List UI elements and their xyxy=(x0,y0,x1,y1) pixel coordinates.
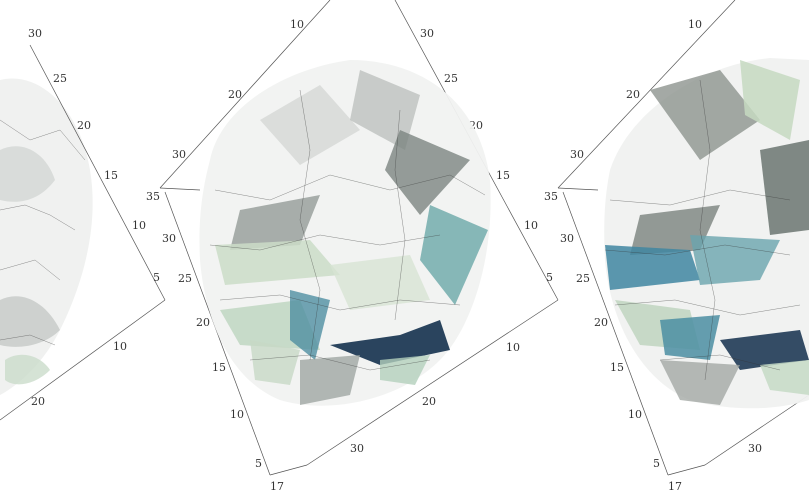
panel-left: 30 25 20 15 10 5 10 20 xyxy=(0,27,166,421)
tick-label: 10 xyxy=(688,18,702,31)
tick-label: 20 xyxy=(31,395,45,408)
tick-label: 25 xyxy=(178,272,192,285)
tick-label: 30 xyxy=(570,148,584,161)
panel-middle-volume xyxy=(199,60,491,406)
tick-label: 5 xyxy=(546,271,553,284)
tick-label: 30 xyxy=(162,232,176,245)
tick-label: 25 xyxy=(53,72,67,85)
tick-label: 10 xyxy=(524,219,538,232)
tick-label: 35 xyxy=(544,190,558,203)
tick-label: 25 xyxy=(576,272,590,285)
tick-label: 20 xyxy=(626,88,640,101)
tick-label: 30 xyxy=(28,27,42,40)
tick-label: 15 xyxy=(104,169,118,182)
panel-left-volume xyxy=(0,78,93,395)
tick-label: 10 xyxy=(628,408,642,421)
tick-label: 35 xyxy=(146,190,160,203)
tick-label: 15 xyxy=(610,361,624,374)
tick-label: 30 xyxy=(560,232,574,245)
tick-label: 5 xyxy=(653,457,660,470)
tick-label: 30 xyxy=(420,27,434,40)
panel-middle: 10 20 30 30 25 20 15 10 5 35 30 25 20 15… xyxy=(146,0,559,493)
tick-label: 30 xyxy=(748,442,762,455)
tick-label: 20 xyxy=(594,316,608,329)
tick-label: 5 xyxy=(153,271,160,284)
panel-right-axes: 10 20 30 35 30 25 20 15 10 5 17 30 xyxy=(544,0,809,493)
tick-label: 20 xyxy=(228,88,242,101)
tick-label: 30 xyxy=(172,148,186,161)
tick-label: 5 xyxy=(255,457,262,470)
panel-right: 10 20 30 35 30 25 20 15 10 5 17 30 xyxy=(544,0,809,493)
tick-label: 15 xyxy=(496,169,510,182)
tick-label: 15 xyxy=(212,361,226,374)
tick-label: 10 xyxy=(230,408,244,421)
tick-label: 17 xyxy=(668,480,682,493)
tick-label: 20 xyxy=(422,395,436,408)
panel-right-volume xyxy=(604,58,809,409)
tick-label: 10 xyxy=(132,219,146,232)
tick-label: 10 xyxy=(113,340,127,353)
tick-label: 25 xyxy=(444,72,458,85)
tick-label: 20 xyxy=(77,119,91,132)
panel-left-axes: 30 25 20 15 10 5 10 20 xyxy=(0,27,166,421)
tick-label: 30 xyxy=(350,442,364,455)
tick-label: 10 xyxy=(506,341,520,354)
panel-middle-axes: 10 20 30 30 25 20 15 10 5 35 30 25 20 15… xyxy=(146,0,559,493)
tick-label: 10 xyxy=(290,18,304,31)
tick-label: 17 xyxy=(270,480,284,493)
tick-label: 20 xyxy=(196,316,210,329)
